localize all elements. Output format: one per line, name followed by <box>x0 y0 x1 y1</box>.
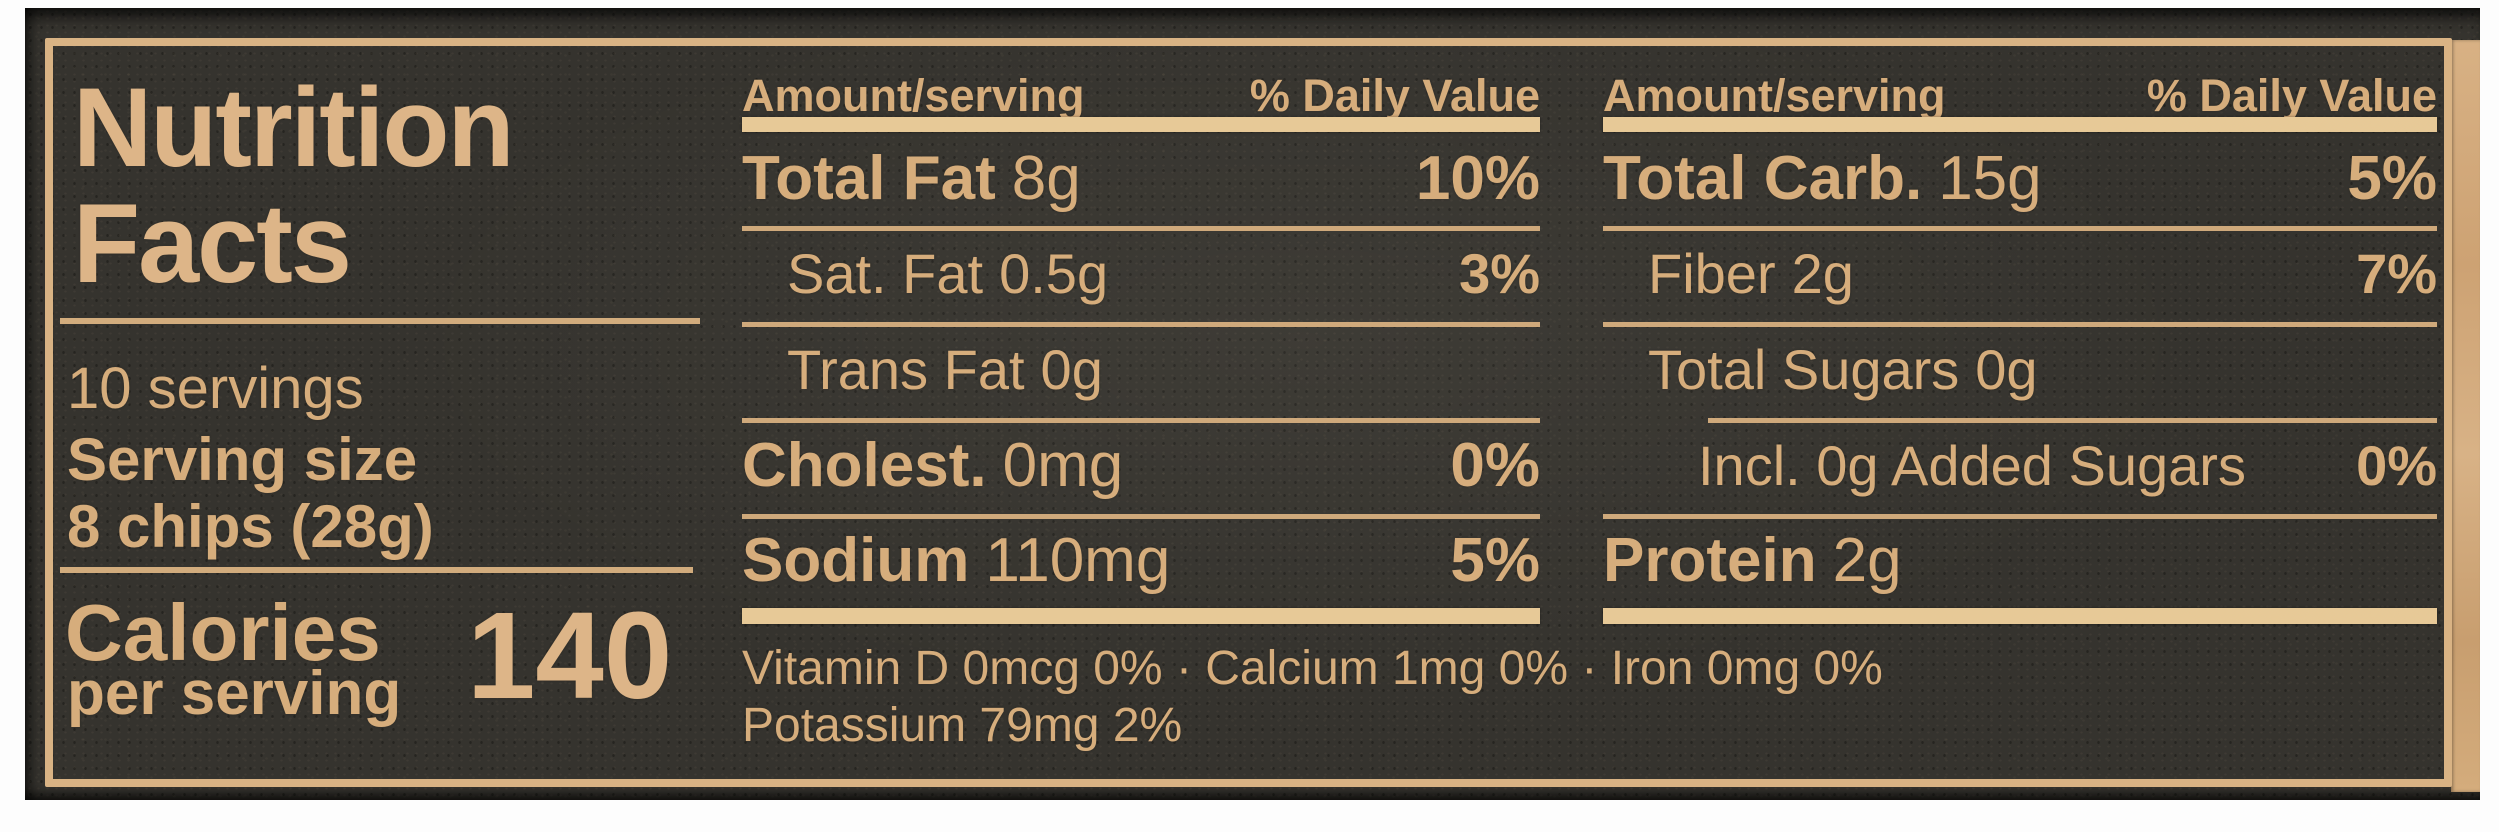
divider <box>1603 226 2437 231</box>
row-total-sugars: Total Sugars 0g <box>1648 338 2038 401</box>
divider <box>742 514 1540 519</box>
servings-count: 10 servings <box>67 356 364 421</box>
divider <box>1603 514 2437 519</box>
divider <box>742 418 1540 423</box>
daily-value-percent: 5% <box>1450 526 1540 595</box>
row-cholesterol: Cholest. 0mg 0% <box>742 431 1540 500</box>
row-total-carbohydrate: Total Carb. 15g 5% <box>1603 144 2437 213</box>
column-header: Amount/serving % Daily Value <box>742 72 1540 120</box>
micronutrients-line-2: Potassium 79mg 2% <box>742 699 1183 752</box>
nutrient-column-2: Amount/serving % Daily Value Total Carb.… <box>1603 8 2437 800</box>
calories-value: 140 <box>467 588 673 725</box>
daily-value-header: % Daily Value <box>1249 70 1540 121</box>
daily-value-percent: 10% <box>1415 144 1540 213</box>
calories-per-serving-label: per serving <box>67 659 402 728</box>
serving-size-value: 8 chips (28g) <box>67 493 434 560</box>
kraft-edge-strip <box>2451 40 2480 792</box>
divider <box>742 226 1540 231</box>
amount-per-serving-header: Amount/serving <box>1603 70 1946 121</box>
column-header: Amount/serving % Daily Value <box>1603 72 2437 120</box>
nutrition-facts-title: Nutrition Facts <box>73 65 515 306</box>
row-trans-fat: Trans Fat 0g <box>787 338 1103 401</box>
row-sodium: Sodium 110mg 5% <box>742 526 1540 595</box>
daily-value-percent: 7% <box>2356 242 2437 305</box>
row-total-fat: Total Fat 8g 10% <box>742 144 1540 213</box>
amount-per-serving-header: Amount/serving <box>742 70 1085 121</box>
divider <box>60 567 693 573</box>
divider <box>1603 322 2437 327</box>
serving-size-label: Serving size <box>67 426 418 493</box>
micronutrients-line-1: Vitamin D 0mcg 0% · Calcium 1mg 0% · Iro… <box>742 642 1883 695</box>
row-saturated-fat: Sat. Fat 0.5g 3% <box>787 242 1540 305</box>
thick-divider <box>742 117 1540 132</box>
label-border-frame <box>45 38 2452 787</box>
daily-value-percent: 5% <box>2347 144 2437 213</box>
thick-divider <box>742 608 1540 624</box>
title-line-2: Facts <box>73 181 352 306</box>
row-dietary-fiber: Fiber 2g 7% <box>1648 242 2437 305</box>
daily-value-percent: 0% <box>2356 434 2437 497</box>
divider <box>60 318 700 324</box>
nutrient-column-1: Amount/serving % Daily Value Total Fat 8g… <box>742 8 1540 800</box>
row-protein: Protein 2g <box>1603 526 1902 595</box>
thick-divider <box>1603 608 2437 624</box>
divider <box>742 322 1540 327</box>
daily-value-percent: 3% <box>1459 242 1540 305</box>
title-line-1: Nutrition <box>73 65 515 190</box>
calories-label: Calories <box>65 588 381 677</box>
thick-divider <box>1603 117 2437 132</box>
row-added-sugars: Incl. 0g Added Sugars 0% <box>1698 434 2437 497</box>
daily-value-percent: 0% <box>1450 431 1540 500</box>
daily-value-header: % Daily Value <box>2146 70 2437 121</box>
divider <box>1708 418 2437 423</box>
nutrition-facts-label: Nutrition Facts 10 servings Serving size… <box>25 8 2480 800</box>
